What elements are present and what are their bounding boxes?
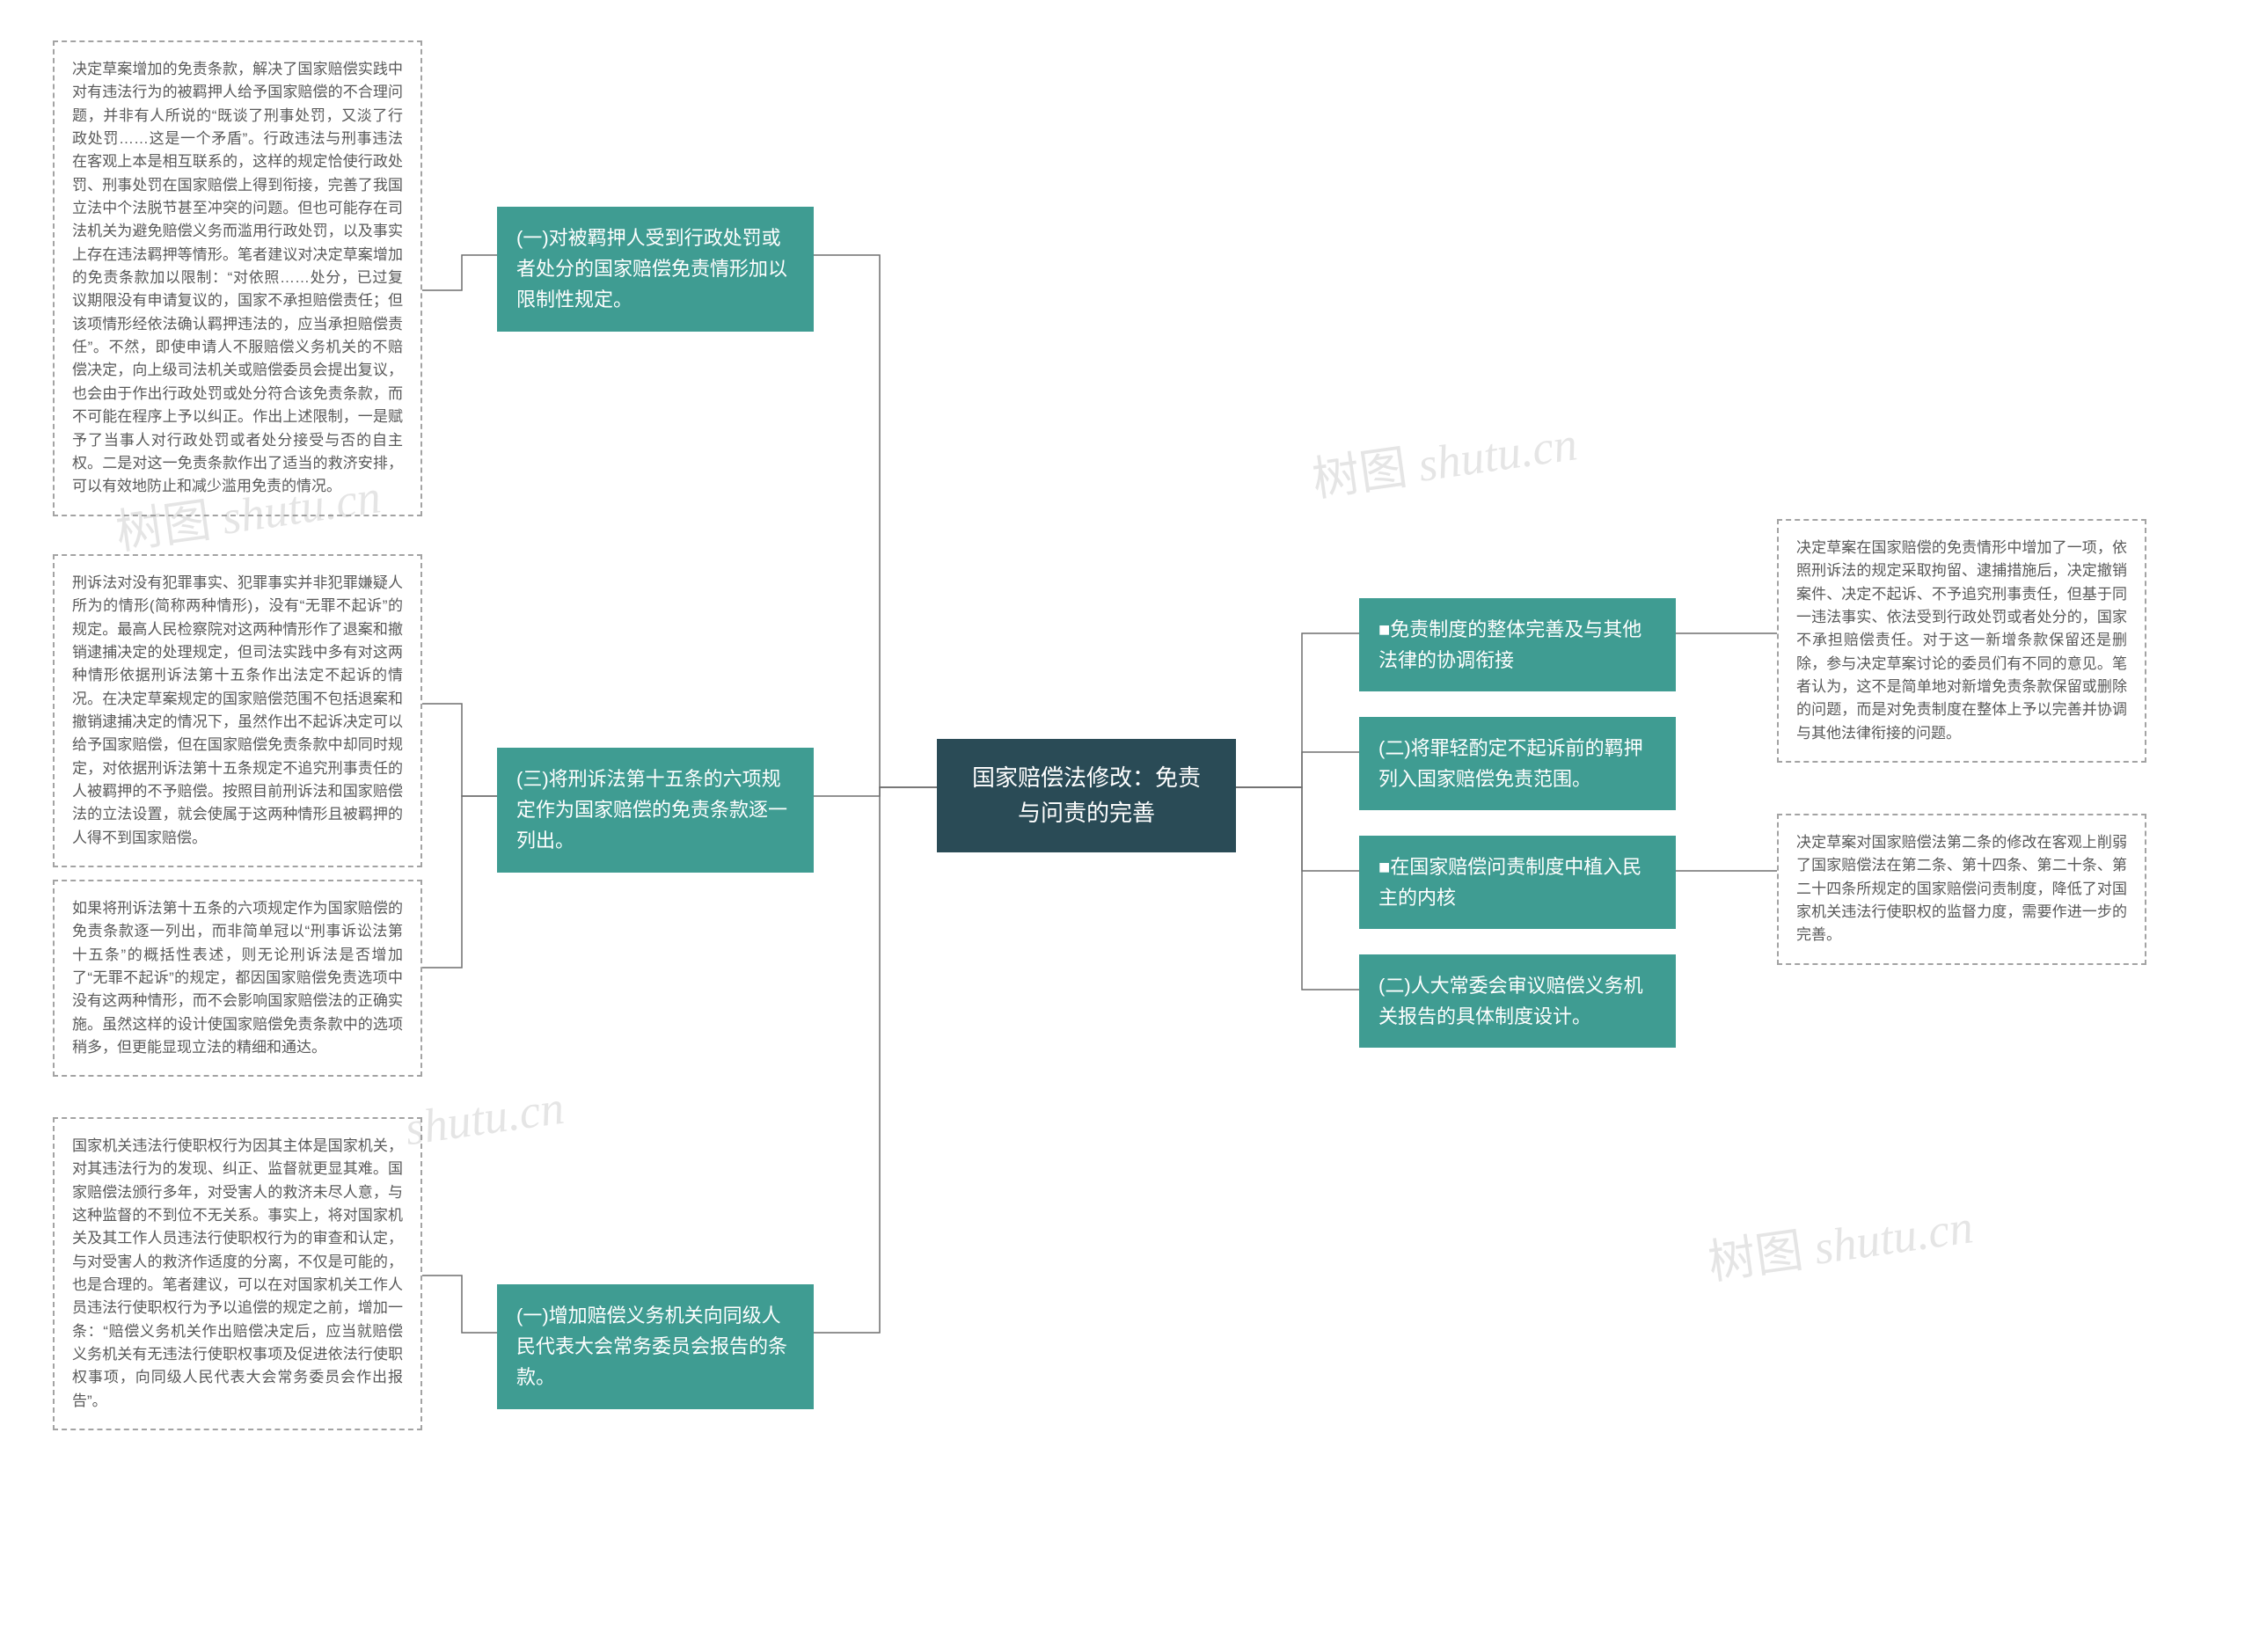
detail-l2-0-text: 刑诉法对没有犯罪事实、犯罪事实并非犯罪嫌疑人所为的情形(简称两种情形)，没有“无… [72,574,403,846]
watermark-3: 树图 shutu.cn [1307,404,1581,509]
center-node: 国家赔偿法修改：免责与问责的完善 [937,739,1236,852]
branch-l2: (三)将刑诉法第十五条的六项规定作为国家赔偿的免责条款逐一列出。 [497,748,814,873]
detail-l1-0-text: 决定草案增加的免责条款，解决了国家赔偿实践中对有违法行为的被羁押人给予国家赔偿的… [72,61,403,494]
branch-r3-label: ■在国家赔偿问责制度中植入民主的内核 [1378,856,1641,909]
watermark-4: 树图 shutu.cn [1703,1187,1977,1292]
detail-r3-text: 决定草案对国家赔偿法第二条的修改在客观上削弱了国家赔偿法在第二条、第十四条、第二… [1796,834,2127,943]
branch-l1-label: (一)对被羁押人受到行政处罚或者处分的国家赔偿免责情形加以限制性规定。 [516,227,787,311]
branch-r2-label: (二)将罪轻酌定不起诉前的羁押列入国家赔偿免责范围。 [1378,737,1643,790]
branch-l1: (一)对被羁押人受到行政处罚或者处分的国家赔偿免责情形加以限制性规定。 [497,207,814,332]
center-title: 国家赔偿法修改：免责与问责的完善 [972,764,1201,826]
detail-l2-1: 如果将刑诉法第十五条的六项规定作为国家赔偿的免责条款逐一列出，而非简单冠以“刑事… [53,880,422,1077]
detail-r1-text: 决定草案在国家赔偿的免责情形中增加了一项，依照刑诉法的规定采取拘留、逮捕措施后，… [1796,539,2127,742]
branch-r2: (二)将罪轻酌定不起诉前的羁押列入国家赔偿免责范围。 [1359,717,1676,810]
detail-l3-0: 国家机关违法行使职权行为因其主体是国家机关，对其违法行为的发现、纠正、监督就更显… [53,1117,422,1430]
watermark-2: shutu.cn [402,1080,567,1157]
detail-l2-1-text: 如果将刑诉法第十五条的六项规定作为国家赔偿的免责条款逐一列出，而非简单冠以“刑事… [72,900,403,1056]
detail-l1-0: 决定草案增加的免责条款，解决了国家赔偿实践中对有违法行为的被羁押人给予国家赔偿的… [53,40,422,516]
detail-r1: 决定草案在国家赔偿的免责情形中增加了一项，依照刑诉法的规定采取拘留、逮捕措施后，… [1777,519,2146,763]
branch-r3: ■在国家赔偿问责制度中植入民主的内核 [1359,836,1676,929]
branch-l3: (一)增加赔偿义务机关向同级人民代表大会常务委员会报告的条款。 [497,1284,814,1409]
branch-r1: ■免责制度的整体完善及与其他法律的协调衔接 [1359,598,1676,691]
branch-r1-label: ■免责制度的整体完善及与其他法律的协调衔接 [1378,618,1641,671]
detail-r3: 决定草案对国家赔偿法第二条的修改在客观上削弱了国家赔偿法在第二条、第十四条、第二… [1777,814,2146,965]
branch-l2-label: (三)将刑诉法第十五条的六项规定作为国家赔偿的免责条款逐一列出。 [516,768,787,852]
branch-r4: (二)人大常委会审议赔偿义务机关报告的具体制度设计。 [1359,954,1676,1048]
detail-l2-0: 刑诉法对没有犯罪事实、犯罪事实并非犯罪嫌疑人所为的情形(简称两种情形)，没有“无… [53,554,422,867]
branch-r4-label: (二)人大常委会审议赔偿义务机关报告的具体制度设计。 [1378,975,1643,1027]
detail-l3-0-text: 国家机关违法行使职权行为因其主体是国家机关，对其违法行为的发现、纠正、监督就更显… [72,1137,403,1409]
branch-l3-label: (一)增加赔偿义务机关向同级人民代表大会常务委员会报告的条款。 [516,1305,787,1388]
